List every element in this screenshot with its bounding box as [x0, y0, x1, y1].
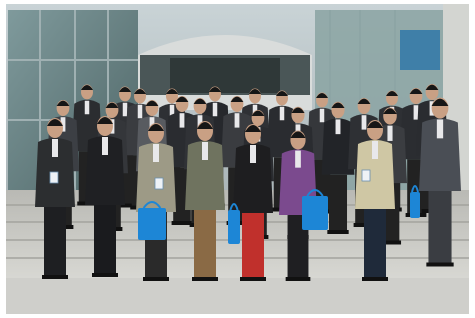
back-person-shirt — [280, 107, 285, 121]
back-person-shirt — [320, 109, 325, 123]
back-person-shirt — [235, 113, 240, 127]
page: (() => { const g = document.getElementBy… — [0, 0, 475, 318]
badge — [362, 170, 370, 181]
back-person-shirt — [362, 115, 367, 129]
back-person-shirt — [336, 119, 341, 134]
front-person-shoes — [92, 273, 118, 277]
ground — [6, 278, 469, 314]
front-person-shirt — [102, 137, 108, 155]
front-person-legs — [94, 205, 116, 276]
front-person-shirt — [437, 119, 443, 138]
back-person-shirt — [387, 126, 392, 141]
front-person-shirt — [153, 144, 159, 162]
front-person-shoes — [42, 275, 68, 279]
front-person-shirt — [250, 145, 256, 163]
front-person-shirt — [52, 139, 58, 157]
tote-bag — [302, 196, 328, 230]
back-person-shirt — [213, 103, 218, 117]
front-person-legs — [194, 210, 216, 280]
tote-bag — [410, 192, 420, 218]
tote-bag — [138, 208, 166, 240]
front-person-legs — [44, 207, 66, 278]
front-person-legs — [242, 213, 264, 280]
front-person-shoes — [426, 263, 453, 267]
back-person-shirt — [138, 105, 143, 119]
window-poster — [400, 30, 440, 70]
back-person-shirt — [414, 105, 419, 119]
front-person-shoes — [192, 277, 218, 281]
front-person-shoes — [286, 277, 311, 281]
group-photo — [0, 0, 475, 318]
badge — [155, 178, 163, 189]
front-person-legs — [428, 191, 451, 266]
front-person-shirt — [295, 151, 301, 168]
back-person-shirt — [123, 103, 128, 117]
front-person-shoes — [240, 277, 266, 281]
badge — [50, 172, 58, 183]
front-person-shirt — [372, 141, 378, 159]
back-person-shoes — [172, 221, 193, 225]
back-person-shirt — [85, 101, 90, 115]
front-person-shoes — [362, 277, 388, 281]
door-interior — [170, 58, 280, 93]
front-person-legs — [364, 209, 386, 280]
front-person-shirt — [202, 142, 208, 160]
back-person-shoes — [327, 230, 348, 234]
back-person-legs — [329, 175, 347, 233]
back-person-shirt — [180, 113, 185, 127]
front-person-shoes — [143, 277, 169, 281]
tote-bag — [228, 210, 240, 244]
